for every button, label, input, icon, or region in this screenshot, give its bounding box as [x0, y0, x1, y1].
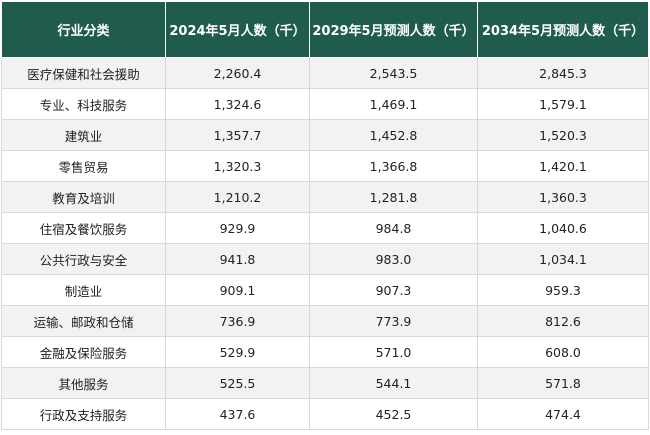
cell-2029: 983.0: [309, 243, 478, 275]
header-2024: 2024年5月人数（千）: [165, 1, 310, 58]
cell-2024: 2,260.4: [165, 57, 310, 89]
cell-2024: 909.1: [165, 274, 310, 306]
cell-2034: 959.3: [477, 274, 649, 306]
cell-2034: 1,520.3: [477, 119, 649, 151]
cell-industry: 其他服务: [1, 367, 166, 399]
table-row: 专业、科技服务 1,324.6 1,469.1 1,579.1: [1, 88, 649, 120]
cell-2034: 1,420.1: [477, 150, 649, 182]
table-row: 制造业 909.1 907.3 959.3: [1, 274, 649, 306]
cell-2029: 1,469.1: [309, 88, 478, 120]
cell-industry: 行政及支持服务: [1, 398, 166, 430]
cell-industry: 制造业: [1, 274, 166, 306]
cell-industry: 专业、科技服务: [1, 88, 166, 120]
cell-2029: 1,281.8: [309, 181, 478, 213]
header-industry: 行业分类: [1, 1, 166, 58]
cell-2024: 1,210.2: [165, 181, 310, 213]
cell-2024: 529.9: [165, 336, 310, 368]
cell-2024: 929.9: [165, 212, 310, 244]
cell-industry: 金融及保险服务: [1, 336, 166, 368]
cell-2029: 773.9: [309, 305, 478, 337]
cell-2034: 571.8: [477, 367, 649, 399]
table-row: 教育及培训 1,210.2 1,281.8 1,360.3: [1, 181, 649, 213]
table-header-row: 行业分类 2024年5月人数（千） 2029年5月预测人数（千） 2034年5月…: [1, 1, 649, 58]
cell-2034: 474.4: [477, 398, 649, 430]
table-row: 住宿及餐饮服务 929.9 984.8 1,040.6: [1, 212, 649, 244]
table-row: 建筑业 1,357.7 1,452.8 1,520.3: [1, 119, 649, 151]
cell-2029: 544.1: [309, 367, 478, 399]
cell-2024: 736.9: [165, 305, 310, 337]
cell-2024: 1,357.7: [165, 119, 310, 151]
table-row: 运输、邮政和仓储 736.9 773.9 812.6: [1, 305, 649, 337]
cell-2034: 1,579.1: [477, 88, 649, 120]
table-row: 公共行政与安全 941.8 983.0 1,034.1: [1, 243, 649, 275]
cell-2034: 1,034.1: [477, 243, 649, 275]
cell-2034: 608.0: [477, 336, 649, 368]
cell-industry: 公共行政与安全: [1, 243, 166, 275]
table-row: 行政及支持服务 437.6 452.5 474.4: [1, 398, 649, 430]
cell-2024: 941.8: [165, 243, 310, 275]
cell-2034: 812.6: [477, 305, 649, 337]
cell-2029: 452.5: [309, 398, 478, 430]
cell-industry: 建筑业: [1, 119, 166, 151]
header-2029: 2029年5月预测人数（千）: [309, 1, 478, 58]
cell-industry: 住宿及餐饮服务: [1, 212, 166, 244]
table-row: 零售贸易 1,320.3 1,366.8 1,420.1: [1, 150, 649, 182]
header-2034: 2034年5月预测人数（千）: [477, 1, 649, 58]
cell-2029: 1,452.8: [309, 119, 478, 151]
table-row: 其他服务 525.5 544.1 571.8: [1, 367, 649, 399]
cell-2024: 1,324.6: [165, 88, 310, 120]
cell-2029: 984.8: [309, 212, 478, 244]
cell-2024: 1,320.3: [165, 150, 310, 182]
cell-industry: 医疗保健和社会援助: [1, 57, 166, 89]
cell-2024: 437.6: [165, 398, 310, 430]
cell-2029: 1,366.8: [309, 150, 478, 182]
cell-2029: 2,543.5: [309, 57, 478, 89]
table-row: 医疗保健和社会援助 2,260.4 2,543.5 2,845.3: [1, 57, 649, 89]
cell-industry: 运输、邮政和仓储: [1, 305, 166, 337]
cell-2034: 2,845.3: [477, 57, 649, 89]
table-row: 金融及保险服务 529.9 571.0 608.0: [1, 336, 649, 368]
cell-2034: 1,360.3: [477, 181, 649, 213]
cell-2024: 525.5: [165, 367, 310, 399]
cell-industry: 教育及培训: [1, 181, 166, 213]
table-body: 医疗保健和社会援助 2,260.4 2,543.5 2,845.3 专业、科技服务 1,3…: [1, 57, 649, 430]
cell-2029: 571.0: [309, 336, 478, 368]
cell-2034: 1,040.6: [477, 212, 649, 244]
cell-2029: 907.3: [309, 274, 478, 306]
cell-industry: 零售贸易: [1, 150, 166, 182]
